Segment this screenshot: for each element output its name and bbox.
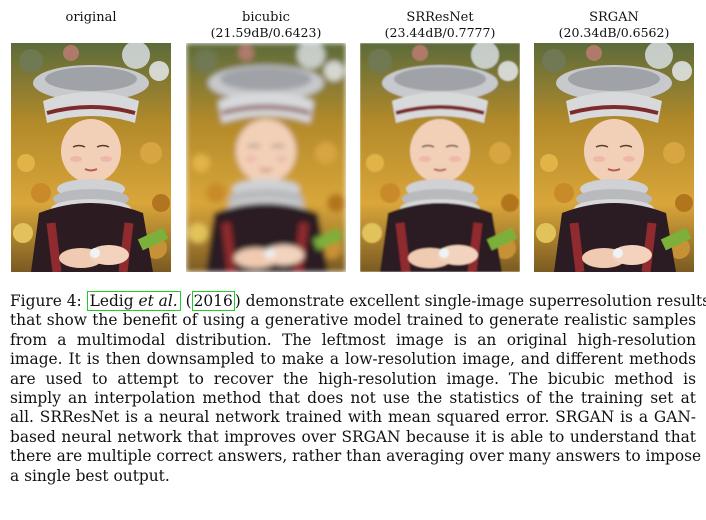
panel-label-bicubic: bicubic (21.59dB/0.6423): [186, 10, 346, 40]
figure-caption: Figure 4: Ledig et al. (2016) demonstrat…: [10, 291, 706, 486]
caption-line: from a multimodal distribution. The left…: [10, 330, 696, 349]
panel-metric: (21.59dB/0.6423): [210, 25, 322, 40]
panel-label-srgan: SRGAN (20.34dB/0.6562): [534, 10, 694, 40]
image-srresnet: [360, 43, 520, 272]
image-original: [11, 43, 171, 272]
caption-line: based neural network that improves over …: [10, 427, 696, 446]
panel-title: original: [65, 10, 117, 25]
caption-line: that show the benefit of using a generat…: [10, 311, 696, 330]
image-srgan: [534, 43, 694, 272]
caption-line: are used to attempt to recover the high-…: [10, 369, 696, 388]
panel-metric: (20.34dB/0.6562): [558, 25, 670, 40]
caption-line-1: Figure 4: Ledig et al. (2016) demonstrat…: [10, 291, 706, 311]
panel-title: SRResNet: [406, 10, 474, 25]
citation-link[interactable]: Ledig et al.: [86, 291, 181, 311]
panel-label-srresnet: SRResNet (23.44dB/0.7777): [360, 10, 520, 40]
citation-year-link[interactable]: 2016: [191, 291, 235, 311]
caption-line: a single best output.: [10, 466, 170, 485]
figure-label: Figure 4:: [10, 292, 82, 310]
caption-line: all. SRResNet is a neural network traine…: [10, 408, 696, 427]
panel-metric: (23.44dB/0.7777): [384, 25, 496, 40]
panel-label-original: original: [11, 10, 171, 25]
image-bicubic: [186, 43, 346, 272]
panel-title: SRGAN: [589, 10, 639, 25]
caption-line: image. It is then downsampled to make a …: [10, 350, 696, 369]
caption-line: there are multiple correct answers, rath…: [10, 447, 702, 466]
panel-title: bicubic: [242, 10, 290, 25]
caption-line: simply an interpolation method that does…: [10, 389, 696, 408]
